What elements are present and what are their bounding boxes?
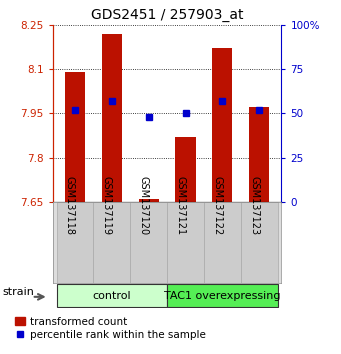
Text: strain: strain: [3, 287, 34, 297]
Legend: transformed count, percentile rank within the sample: transformed count, percentile rank withi…: [15, 317, 206, 340]
Text: GSM137121: GSM137121: [176, 176, 186, 235]
Text: TAC1 overexpressing: TAC1 overexpressing: [164, 291, 281, 301]
Title: GDS2451 / 257903_at: GDS2451 / 257903_at: [91, 8, 243, 22]
Text: control: control: [92, 291, 131, 301]
Bar: [65, 72, 85, 202]
Text: GSM137119: GSM137119: [102, 176, 112, 235]
Bar: [57, 202, 93, 283]
Bar: [93, 202, 130, 283]
Bar: [249, 107, 269, 202]
Bar: [241, 202, 278, 283]
Bar: [167, 202, 204, 283]
Bar: [130, 202, 167, 283]
Text: GSM137118: GSM137118: [65, 176, 75, 235]
Text: GSM137122: GSM137122: [212, 176, 222, 235]
Bar: [204, 202, 241, 283]
Bar: [175, 137, 196, 202]
Bar: [167, 285, 278, 307]
Bar: [102, 34, 122, 202]
Bar: [57, 285, 167, 307]
Bar: [212, 48, 233, 202]
Text: GSM137120: GSM137120: [139, 176, 149, 235]
Bar: [138, 199, 159, 202]
Text: GSM137123: GSM137123: [249, 176, 259, 235]
